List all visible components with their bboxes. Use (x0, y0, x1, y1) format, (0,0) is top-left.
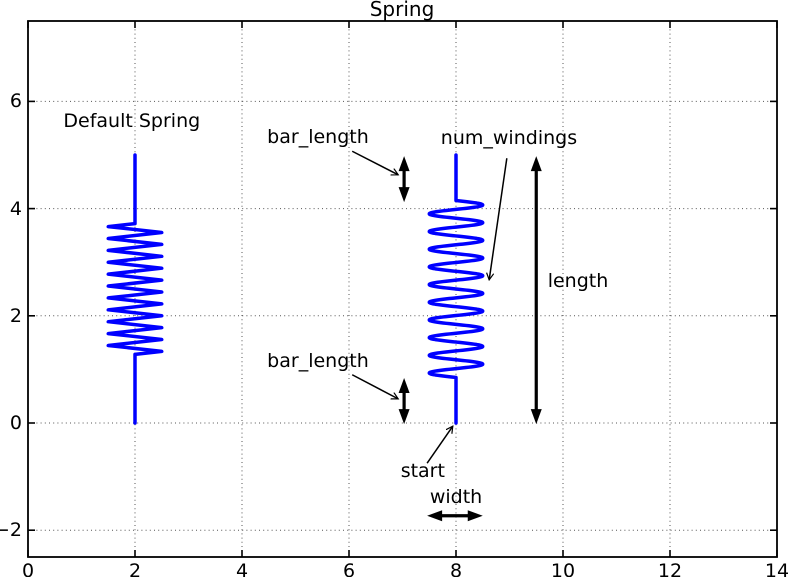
y-tick-label: 4 (9, 197, 22, 220)
annotation-bar-length-bottom: bar_length (267, 349, 369, 372)
annotation-length: length (547, 269, 609, 292)
bar-length-top-arrow (351, 150, 398, 175)
y-tick-label: 0 (9, 412, 22, 434)
bar-length-top-indicator (398, 156, 410, 203)
annotation-default-spring: Default Spring (63, 110, 201, 133)
num-windings-arrow (489, 158, 508, 280)
x-tick-label: 0 (21, 560, 35, 577)
start-arrow (426, 426, 453, 464)
x-tick-label: 8 (449, 560, 463, 577)
y-tick-label: 2 (9, 304, 22, 327)
chart-title: Spring (369, 0, 435, 21)
bar-length-bottom-indicator (398, 377, 410, 425)
default-spring-curve (106, 153, 164, 425)
x-tick-label: 2 (128, 560, 142, 577)
annotation-width: width (429, 485, 483, 508)
annotation-bar-length-top: bar_length (267, 125, 369, 148)
annotation-start: start (400, 460, 445, 483)
y-tick-label: −2 (0, 519, 22, 542)
annotated-spring-curve (427, 153, 485, 425)
x-tick-label: 6 (342, 560, 356, 577)
x-tick-label: 4 (235, 560, 249, 577)
x-tick-label: 10 (550, 560, 576, 577)
length-indicator (530, 156, 542, 425)
y-tick-label: 6 (9, 90, 22, 113)
bar-length-bottom-arrow (351, 374, 398, 400)
annotation-num-windings: num_windings (440, 126, 578, 149)
x-tick-label: 12 (657, 560, 683, 577)
width-indicator (427, 510, 483, 522)
plot-border (27, 20, 778, 558)
x-tick-label: 14 (764, 560, 788, 577)
